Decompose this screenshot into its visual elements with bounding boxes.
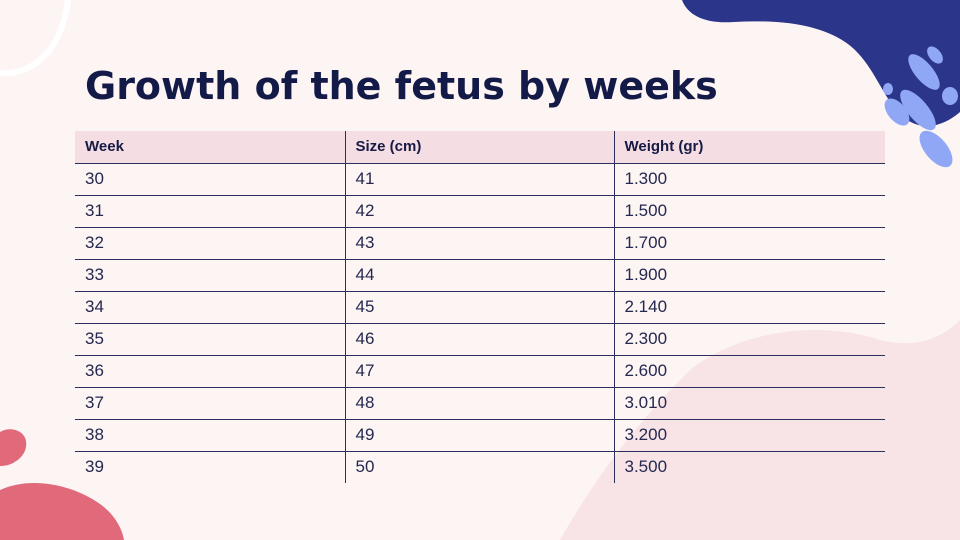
table-row: 35 46 2.300	[75, 323, 885, 356]
cell-weight: 1.900	[613, 259, 885, 292]
cell-size: 44	[344, 259, 614, 292]
cell-size: 50	[344, 451, 614, 483]
table-row: 30 41 1.300	[75, 163, 885, 196]
cell-weight: 1.500	[613, 195, 885, 228]
cell-weight: 1.300	[613, 163, 885, 196]
cell-weight: 2.140	[613, 291, 885, 324]
table-row: 38 49 3.200	[75, 419, 885, 452]
cell-week: 30	[75, 163, 345, 196]
cell-size: 47	[344, 355, 614, 388]
cell-size: 46	[344, 323, 614, 356]
table-row: 32 43 1.700	[75, 227, 885, 260]
cell-weight: 3.200	[613, 419, 885, 452]
cell-weight: 3.010	[613, 387, 885, 420]
cell-size: 42	[344, 195, 614, 228]
table-row: 34 45 2.140	[75, 291, 885, 324]
header-week: Week	[75, 131, 345, 164]
cell-weight: 3.500	[613, 451, 885, 483]
white-arc	[0, 0, 71, 77]
cell-week: 39	[85, 457, 104, 477]
cell-size: 41	[344, 163, 614, 196]
cell-week: 34	[75, 291, 345, 324]
navy-blob	[682, 0, 960, 127]
cell-weight: 1.700	[613, 227, 885, 260]
cell-weight: 2.300	[613, 323, 885, 356]
cell-week: 32	[75, 227, 345, 260]
cell-size: 48	[344, 387, 614, 420]
cell-week: 37	[75, 387, 345, 420]
cell-week: 31	[75, 195, 345, 228]
cell-week: 35	[75, 323, 345, 356]
header-weight: Weight (gr)	[613, 131, 885, 164]
cell-week: 38	[75, 419, 345, 452]
table-row: 31 42 1.500	[75, 195, 885, 228]
cell-week: 33	[75, 259, 345, 292]
table-row: 37 48 3.010	[75, 387, 885, 420]
cell-size: 49	[344, 419, 614, 452]
cell-size: 43	[344, 227, 614, 260]
cell-weight: 2.600	[613, 355, 885, 388]
cell-size: 45	[344, 291, 614, 324]
header-size: Size (cm)	[344, 131, 614, 164]
table-row: 33 44 1.900	[75, 259, 885, 292]
page-title: Growth of the fetus by weeks	[85, 64, 718, 108]
fetus-growth-table: Week Size (cm) Weight (gr) 30 41 1.300 3…	[75, 131, 885, 483]
coral-blob-large	[0, 482, 124, 540]
coral-blob-small	[0, 429, 27, 466]
table-header-row: Week Size (cm) Weight (gr)	[75, 131, 885, 164]
blue-dots	[883, 46, 958, 168]
cell-week: 36	[75, 355, 345, 388]
table-row: 39 50 3.500	[75, 451, 885, 483]
table-row: 36 47 2.600	[75, 355, 885, 388]
